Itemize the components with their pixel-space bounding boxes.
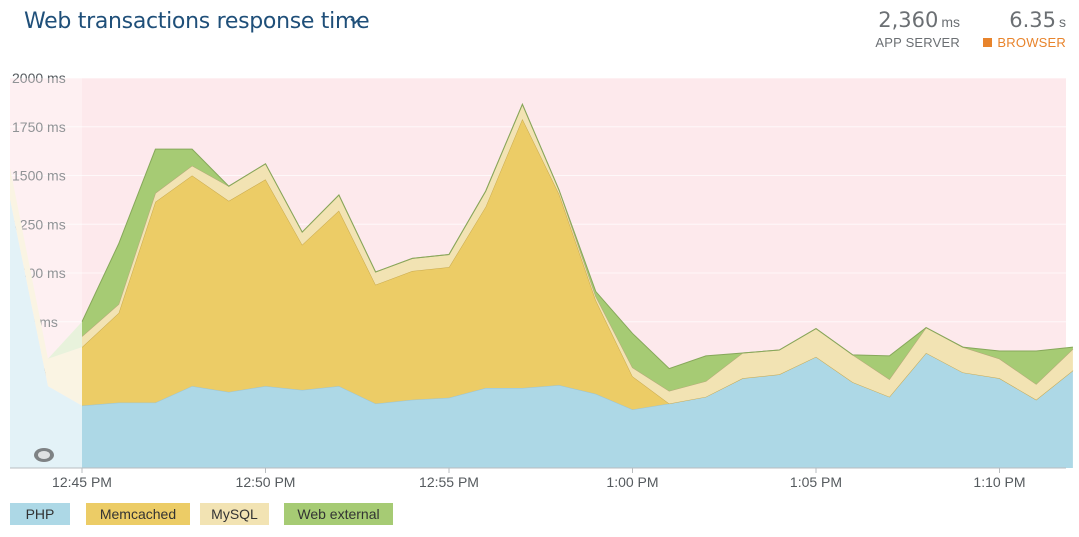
y-tick-label: 1500 ms [12,168,66,184]
browser-label: BROWSER [997,35,1066,50]
browser-value: 6.35 [1009,8,1056,32]
x-tick-label: 12:45 PM [52,474,112,490]
pre-range-mysql [10,167,82,406]
x-tick-label: 1:00 PM [606,474,658,490]
app-server-value: 2,360 [878,8,939,32]
legend-item-mysql[interactable]: MySQL [200,503,269,525]
chart-areas [81,103,1074,468]
pre-range-web-external [48,321,82,359]
browser-color-icon [983,38,993,47]
chart-title: Web transactions response time [24,9,370,34]
legend-label-memcached: Memcached [99,506,177,522]
x-tick-label: 1:05 PM [790,474,842,490]
browser-unit: s [1059,14,1066,30]
y-tick-label: 1250 ms [12,216,66,232]
left-overlay [10,78,1066,469]
y-tick-label: 1750 ms [12,119,66,135]
range-handle-inner [38,451,50,459]
x-tick-label: 12:50 PM [236,474,296,490]
y-tick-label: 2000 ms [12,70,66,86]
range-handle-icon[interactable] [34,448,54,462]
series-area-memcached [82,118,1073,410]
series-area-mysql [82,104,1073,404]
chevron-down-icon[interactable] [348,14,362,28]
chart-header: Web transactions response time 2,360 ms A… [0,0,1079,60]
legend-item-memcached[interactable]: Memcached [86,503,190,525]
x-tick-label: 12:55 PM [419,474,479,490]
legend-item-web-external[interactable]: Web external [284,503,393,525]
legend-item-php[interactable]: PHP [10,503,70,525]
series-line-web-external [81,103,1073,370]
legend-label-php: PHP [25,506,55,522]
x-axis-ticks: 12:45 PM 12:50 PM 12:55 PM 1:00 PM 1:05 PM 1:… [52,468,1026,490]
app-server-metric: 2,360 ms APP SERVER [862,8,960,50]
x-tick-label: 1:10 PM [973,474,1025,490]
legend-label-mysql: MySQL [211,506,258,522]
pre-range-php [10,198,82,468]
out-of-range-shade [10,78,82,468]
legend-label-web-external: Web external [297,506,380,522]
app-server-unit: ms [941,14,960,30]
series-area-php [82,352,1073,468]
app-server-label: APP SERVER [875,35,960,50]
browser-metric: 6.35 s BROWSER [968,8,1066,50]
